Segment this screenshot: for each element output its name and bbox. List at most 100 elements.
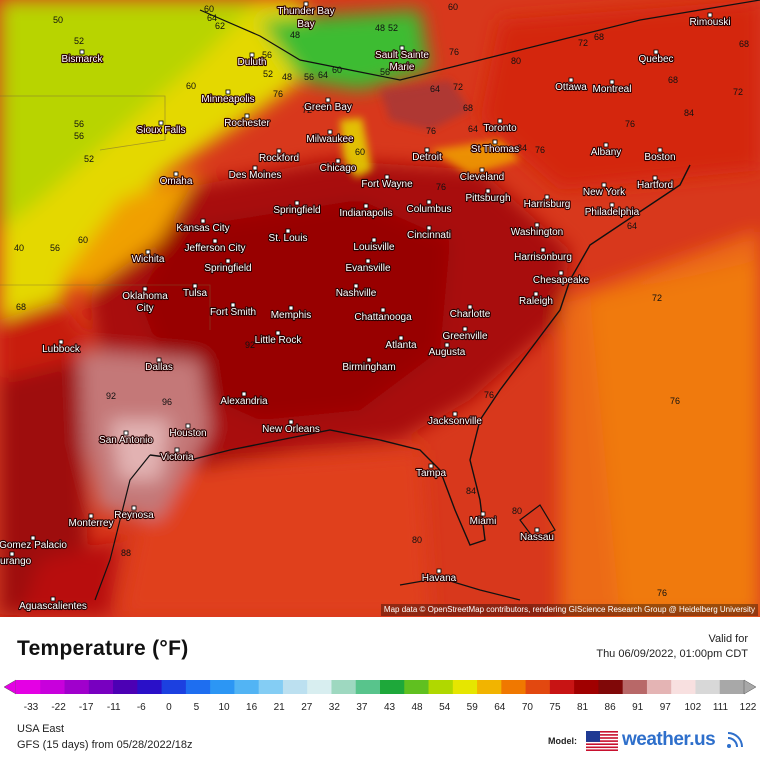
city-dot (609, 79, 615, 85)
scale-swatch (719, 680, 745, 694)
scale-swatch (501, 680, 527, 694)
brand-logo[interactable]: weather.us (622, 729, 716, 750)
color-scale: -33 -22 -17 -11 -6 0 5 10 16 21 27 32 37 43 48 54 59 64 70… (3, 679, 757, 713)
city-dot (479, 167, 485, 173)
city-dot (158, 120, 164, 126)
scale-swatch (598, 680, 624, 694)
city-marker: Bismarck (60, 49, 105, 66)
city-marker: Gomez Palacio (0, 535, 68, 552)
contour-label: 56 (262, 50, 272, 60)
city-dot (601, 182, 607, 188)
city-dot (276, 148, 282, 154)
city-label: Chesapeake (533, 275, 590, 286)
city-label: Rockford (259, 153, 299, 164)
scale-tick-label: 111 (713, 702, 729, 713)
city-marker: Toronto (482, 118, 518, 135)
scale-tick-label: 86 (605, 702, 617, 713)
city-marker: Chattanooga (353, 307, 413, 324)
contour-label: 48 (282, 72, 292, 82)
contour-label: 60 (332, 65, 342, 75)
city-label: Philadelphia (585, 207, 640, 218)
city-marker: Tampa (415, 463, 448, 480)
city-dot (428, 463, 434, 469)
city-label: Green Bay (304, 102, 352, 113)
city-marker: San Antonio (98, 430, 155, 447)
city-marker: Dallas (144, 357, 174, 374)
city-label: Des Moines (229, 170, 282, 181)
city-marker: Memphis (270, 305, 312, 322)
scale-arrow-right (743, 679, 757, 695)
city-dot (462, 326, 468, 332)
city-dot (288, 305, 294, 311)
city-dot (603, 142, 609, 148)
scale-tick-label: 48 (412, 702, 424, 713)
city-dot (173, 171, 179, 177)
model-run-label: GFS (15 days) from 05/28/2022/18z (17, 739, 193, 751)
city-dot (366, 357, 372, 363)
city-marker: Boston (643, 147, 677, 164)
city-label: Boston (644, 152, 675, 163)
city-label: St. Louis (269, 233, 308, 244)
scale-swatch (307, 680, 332, 694)
map-attribution[interactable]: Map data © OpenStreetMap contributors, r… (380, 604, 758, 616)
wifi-signal-icon (727, 732, 743, 748)
city-dot (533, 291, 539, 297)
contour-label: 88 (121, 548, 131, 558)
city-marker: Greenville (441, 326, 489, 343)
scale-tick-label: 5 (194, 702, 200, 713)
scale-swatch (477, 680, 502, 694)
model-label: Model: (548, 736, 577, 746)
city-dot (285, 228, 291, 234)
city-marker: City (135, 302, 154, 315)
contour-label: 40 (14, 243, 24, 253)
scale-tick-label: 122 (740, 702, 757, 713)
city-marker: Philadelphia (584, 202, 641, 219)
city-label: St Thomas (471, 144, 519, 155)
city-marker: Bay (296, 18, 315, 31)
city-marker: Thunder Bay (276, 1, 336, 18)
city-dot (288, 419, 294, 425)
city-label: Rochester (224, 118, 270, 129)
city-marker: Chicago (319, 158, 358, 175)
map-boundaries (0, 0, 760, 601)
city-marker: Ottawa (554, 77, 588, 94)
city-label: Greenville (442, 331, 487, 342)
city-marker: Washington (510, 222, 564, 239)
scale-swatch (185, 680, 211, 694)
city-dot (399, 45, 405, 51)
city-dot (544, 194, 550, 200)
city-label: Lubbock (42, 344, 81, 355)
contour-label: 96 (162, 397, 172, 407)
region-label: USA East (17, 723, 65, 735)
city-label: Hartford (637, 180, 673, 191)
city-label: Alexandria (220, 396, 268, 407)
scale-tick-label: 64 (494, 702, 506, 713)
contour-label: 48 (290, 30, 300, 40)
city-label: Ottawa (555, 82, 587, 93)
contour-label: 62 (215, 21, 225, 31)
city-label: Aguascalientes (19, 601, 87, 612)
scale-swatch (88, 680, 114, 694)
city-marker: Fort Wayne (360, 174, 414, 191)
city-dot (9, 551, 15, 557)
city-dot (497, 118, 503, 124)
city-label: Havana (422, 573, 457, 584)
contour-label: 60 (204, 4, 214, 14)
scale-tick-label: 37 (356, 702, 368, 713)
contour-label: 64 (318, 70, 328, 80)
city-dot (185, 423, 191, 429)
city-label: Atlanta (385, 340, 417, 351)
city-dot (58, 339, 64, 345)
city-marker: Duluth (236, 52, 268, 69)
city-label: Montreal (593, 84, 632, 95)
temperature-map[interactable]: 50 60 64 62 48 48 52 60 52 56 52 48 56 64 60 56 76 72 68 68… (0, 0, 760, 617)
city-label: Tampa (416, 468, 446, 479)
city-label: Houston (169, 428, 206, 439)
city-marker: New Orleans (261, 419, 321, 436)
city-marker: Albany (590, 142, 622, 159)
contour-label: 60 (186, 81, 196, 91)
city-marker: Charlotte (449, 304, 492, 321)
city-label: Wichita (132, 254, 165, 265)
city-marker: Atlanta (384, 335, 418, 352)
city-dot (50, 596, 56, 602)
